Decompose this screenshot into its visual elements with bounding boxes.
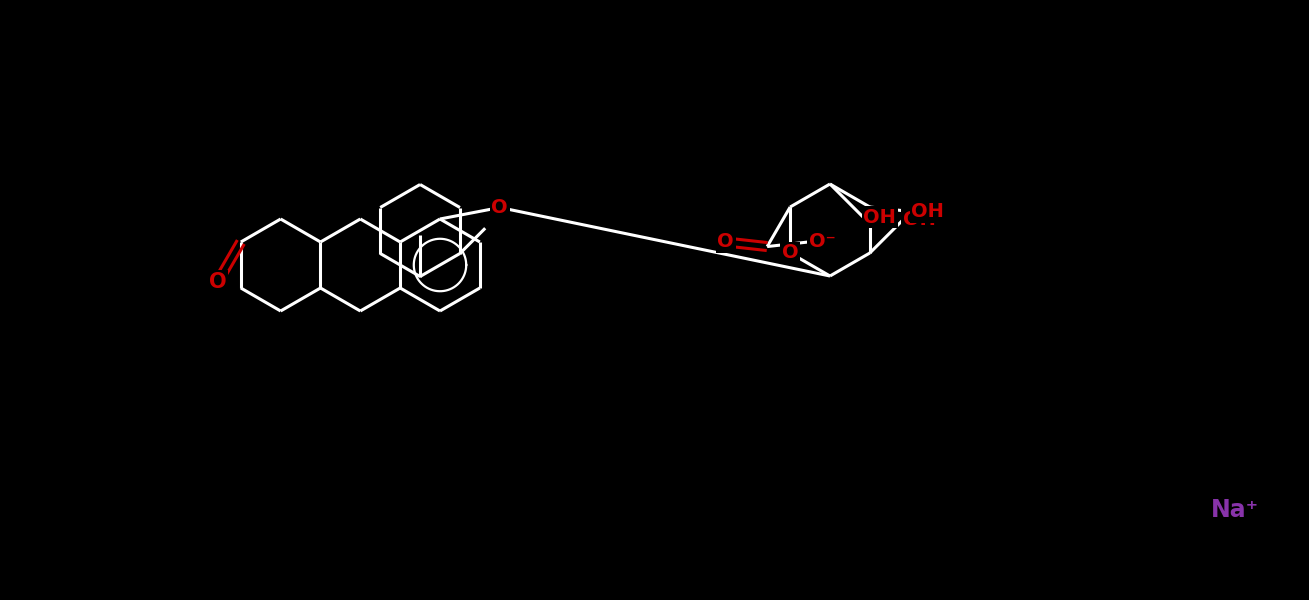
Text: Na⁺: Na⁺	[1211, 498, 1259, 522]
Text: OH: OH	[911, 202, 944, 221]
Text: OH: OH	[903, 211, 936, 229]
Text: OH: OH	[863, 208, 895, 227]
Text: O: O	[717, 232, 734, 251]
Text: O: O	[491, 198, 508, 217]
Text: O⁻: O⁻	[809, 232, 835, 251]
Text: O: O	[209, 272, 226, 292]
Text: O: O	[781, 244, 798, 263]
